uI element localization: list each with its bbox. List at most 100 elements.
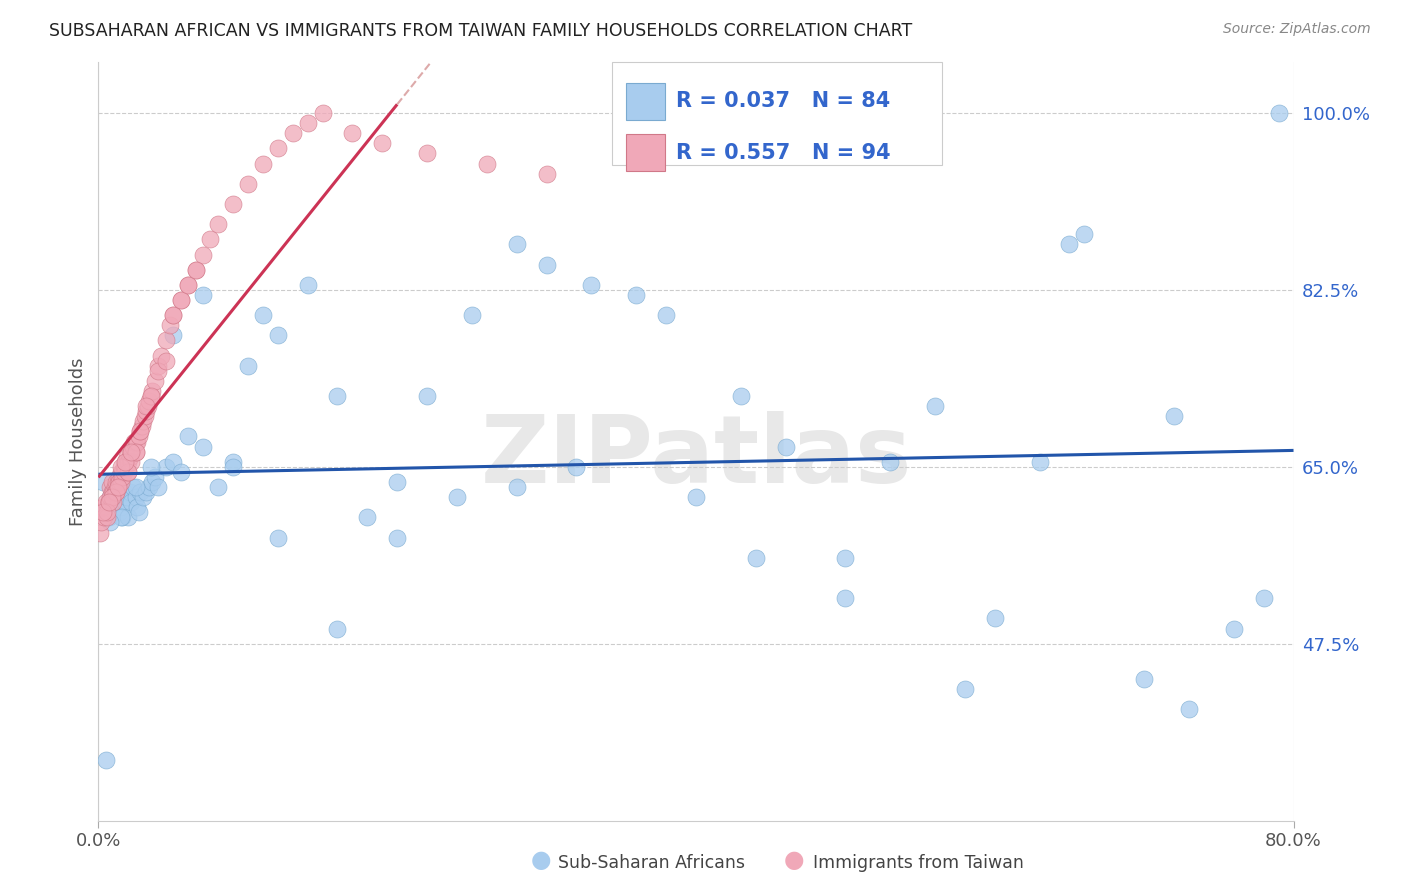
Point	[326, 389, 349, 403]
Point	[416, 146, 439, 161]
Point	[169, 293, 191, 307]
Point	[104, 485, 127, 500]
Point	[159, 318, 181, 333]
Point	[110, 465, 132, 479]
Point	[177, 277, 200, 292]
Point	[267, 141, 290, 155]
Point	[191, 288, 214, 302]
Point	[200, 232, 222, 246]
Point	[117, 465, 139, 479]
Point	[129, 425, 152, 439]
Point	[114, 455, 136, 469]
Text: Immigrants from Taiwan: Immigrants from Taiwan	[813, 855, 1024, 872]
Point	[326, 622, 349, 636]
Point	[110, 459, 132, 474]
Point	[103, 490, 125, 504]
Point	[108, 475, 131, 489]
Point	[1059, 237, 1081, 252]
Point	[101, 475, 124, 489]
Point	[96, 505, 118, 519]
Point	[581, 277, 603, 292]
Point	[107, 475, 129, 489]
Point	[281, 126, 304, 140]
Point	[112, 485, 135, 500]
Point	[128, 505, 150, 519]
Point	[177, 277, 200, 292]
Point	[90, 516, 112, 530]
Y-axis label: Family Households: Family Households	[69, 358, 87, 525]
Point	[121, 480, 143, 494]
Point	[1223, 622, 1246, 636]
Point	[93, 510, 115, 524]
Point	[94, 495, 117, 509]
Point	[169, 293, 191, 307]
Text: R = 0.557   N = 94: R = 0.557 N = 94	[676, 143, 891, 162]
Point	[118, 485, 141, 500]
Point	[135, 404, 157, 418]
Point	[134, 409, 156, 424]
Point	[236, 177, 259, 191]
Point	[141, 384, 163, 398]
Point	[252, 156, 274, 170]
Point	[267, 328, 290, 343]
Point	[311, 106, 333, 120]
Point	[111, 470, 134, 484]
Point	[1267, 106, 1289, 120]
Point	[121, 440, 143, 454]
Point	[1163, 409, 1185, 424]
Point	[162, 308, 184, 322]
Point	[169, 465, 191, 479]
Point	[1028, 455, 1050, 469]
Point	[953, 682, 976, 697]
Point	[155, 353, 177, 368]
Point	[267, 531, 290, 545]
Point	[129, 485, 152, 500]
Point	[446, 490, 468, 504]
Point	[132, 490, 155, 504]
Point	[91, 475, 114, 489]
Point	[222, 455, 245, 469]
Point	[107, 480, 129, 494]
Point	[120, 455, 142, 469]
Point	[101, 485, 124, 500]
Point	[124, 434, 146, 449]
Point	[730, 389, 752, 403]
Point	[745, 550, 768, 565]
Point	[1133, 672, 1156, 686]
Point	[177, 429, 200, 443]
Point	[191, 440, 214, 454]
Text: R = 0.037   N = 84: R = 0.037 N = 84	[676, 91, 890, 112]
Point	[105, 485, 128, 500]
Point	[125, 480, 148, 494]
Point	[112, 459, 135, 474]
Point	[155, 459, 177, 474]
Point	[135, 485, 157, 500]
Point	[222, 197, 245, 211]
Point	[461, 308, 484, 322]
Text: Sub-Saharan Africans: Sub-Saharan Africans	[558, 855, 745, 872]
Point	[108, 470, 131, 484]
Point	[565, 459, 588, 474]
Point	[252, 308, 274, 322]
Point	[207, 480, 229, 494]
Point	[98, 490, 122, 504]
Point	[101, 485, 124, 500]
Point	[536, 167, 558, 181]
Point	[356, 510, 378, 524]
Point	[97, 495, 120, 509]
Text: SUBSAHARAN AFRICAN VS IMMIGRANTS FROM TAIWAN FAMILY HOUSEHOLDS CORRELATION CHART: SUBSAHARAN AFRICAN VS IMMIGRANTS FROM TA…	[49, 22, 912, 40]
Point	[91, 500, 114, 515]
Point	[125, 444, 148, 458]
Point	[96, 500, 118, 515]
Point	[111, 510, 134, 524]
Point	[128, 429, 150, 443]
Point	[984, 611, 1007, 625]
Text: ZIPatlas: ZIPatlas	[481, 410, 911, 503]
Point	[111, 465, 134, 479]
Point	[89, 525, 111, 540]
Point	[103, 495, 125, 509]
Point	[143, 374, 166, 388]
Point	[104, 480, 127, 494]
Point	[150, 349, 173, 363]
Point	[162, 328, 184, 343]
